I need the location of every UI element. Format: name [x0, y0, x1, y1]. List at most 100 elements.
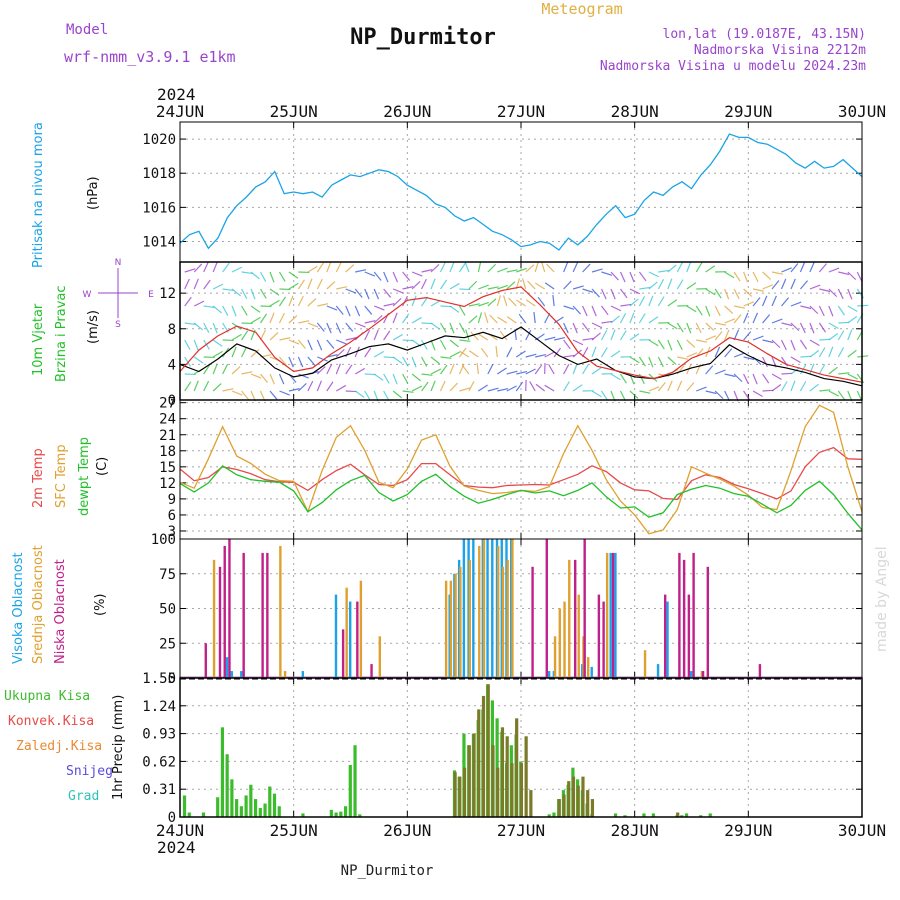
wind-arrow — [790, 322, 800, 332]
wind-arrow — [307, 298, 317, 307]
wind-arrow — [677, 356, 689, 360]
wind-arrow — [354, 390, 365, 398]
wind-arrow — [297, 279, 305, 290]
year-bottom: 2024 — [157, 838, 196, 857]
wind-arrow — [212, 322, 218, 334]
wind-arrow — [497, 388, 509, 392]
wind-arrow — [508, 297, 517, 307]
x-tick-label-bottom: 29JUN — [724, 821, 772, 840]
wind-arrow — [657, 339, 665, 350]
wind-arrow — [591, 390, 602, 398]
wind-arrow — [591, 305, 597, 317]
wind-arrow — [193, 300, 205, 307]
wind-arrow — [800, 355, 812, 358]
wind-arrow — [316, 380, 322, 392]
wind-arrow — [752, 271, 759, 283]
wind-arrow — [838, 321, 850, 324]
wind-arrow — [610, 373, 621, 381]
wind-arrow — [335, 305, 344, 315]
precip-bar — [586, 790, 590, 817]
wind-arrow — [458, 322, 466, 333]
wind-arrow — [421, 269, 433, 273]
wind-arrow — [402, 286, 414, 290]
wind-arrow — [762, 271, 772, 280]
wind-arrow — [790, 356, 801, 363]
x-tick-label-top: 30JUN — [838, 102, 886, 121]
wind-arrow — [828, 288, 838, 298]
wind-arrow — [790, 301, 802, 307]
wind-arrow — [705, 305, 711, 317]
wind-arrow — [461, 364, 470, 375]
wind-arrow — [837, 288, 844, 300]
wind-arrow — [600, 330, 608, 341]
wind-arrow — [487, 286, 499, 290]
wind-arrow — [193, 380, 199, 392]
wind-arrow — [780, 278, 787, 290]
wind-arrow — [552, 295, 555, 307]
wind-arrow — [335, 261, 342, 273]
wind-arrow — [533, 312, 536, 324]
wind-arrow — [762, 356, 768, 368]
cloud-bar — [349, 601, 352, 678]
precip-bar — [477, 709, 481, 817]
wind-arrow — [638, 271, 647, 282]
wind-arrow — [231, 333, 242, 341]
wind-arrow — [297, 383, 307, 392]
wind-arrow — [316, 278, 323, 290]
wind-arrow — [269, 390, 278, 400]
precip-bar — [581, 776, 585, 817]
wind-arrow — [212, 363, 218, 375]
wind-arrow — [525, 329, 532, 341]
wind-arrow — [269, 332, 279, 341]
wind-arrow — [544, 336, 556, 341]
wind-arrow — [307, 322, 319, 328]
wind-arrow — [762, 373, 770, 384]
wind-arrow — [648, 295, 654, 307]
wind-arrow — [610, 315, 620, 324]
wind-arrow — [317, 303, 329, 307]
wind-arrow — [260, 373, 268, 383]
wind-arrow — [212, 305, 223, 314]
wind-arrow — [316, 339, 323, 351]
wind-arrow — [430, 380, 436, 392]
wind-arrow — [553, 347, 562, 358]
wind-arrow — [335, 322, 342, 334]
wind-arrow — [515, 381, 524, 392]
wind-arrow — [222, 305, 229, 316]
cloud-bar — [334, 594, 338, 678]
wind-arrow — [259, 271, 267, 282]
cloud-bar — [506, 559, 509, 678]
wind-arrow — [629, 288, 641, 295]
precip-bar — [458, 776, 462, 817]
wind-arrow — [279, 337, 291, 341]
wind-arrow — [336, 339, 347, 345]
wind-arrow — [743, 373, 749, 385]
wind-arrow — [354, 346, 360, 358]
meteogram-subtitle: Meteogram — [541, 0, 622, 18]
x-tick-label-top: 28JUN — [611, 102, 659, 121]
cloud-bar — [590, 666, 593, 678]
wind-arrow — [250, 288, 256, 300]
wind-arrow — [809, 350, 820, 358]
wind-arrow — [563, 305, 575, 310]
wind-arrow — [411, 385, 423, 392]
precip-bar — [481, 695, 486, 817]
cloud-bar — [583, 539, 586, 678]
wind-arrow — [402, 271, 411, 281]
wind-arrow — [762, 314, 771, 324]
wind-arrow — [724, 373, 736, 378]
wind-arrow — [222, 363, 229, 375]
precip-bar — [486, 684, 490, 817]
wind-arrow — [619, 390, 626, 402]
wind-arrow — [544, 351, 555, 358]
wind-arrow — [857, 304, 869, 307]
wind-arrow — [818, 263, 827, 273]
wind-arrow — [241, 288, 248, 299]
wind-arrow — [411, 295, 417, 307]
wind-arrow — [676, 339, 683, 351]
wind-arrow — [516, 299, 527, 307]
y-tick-label: 15 — [159, 460, 176, 476]
wind-arrow — [563, 354, 575, 358]
wind-arrow — [476, 363, 479, 375]
wind-arrow — [449, 351, 461, 358]
